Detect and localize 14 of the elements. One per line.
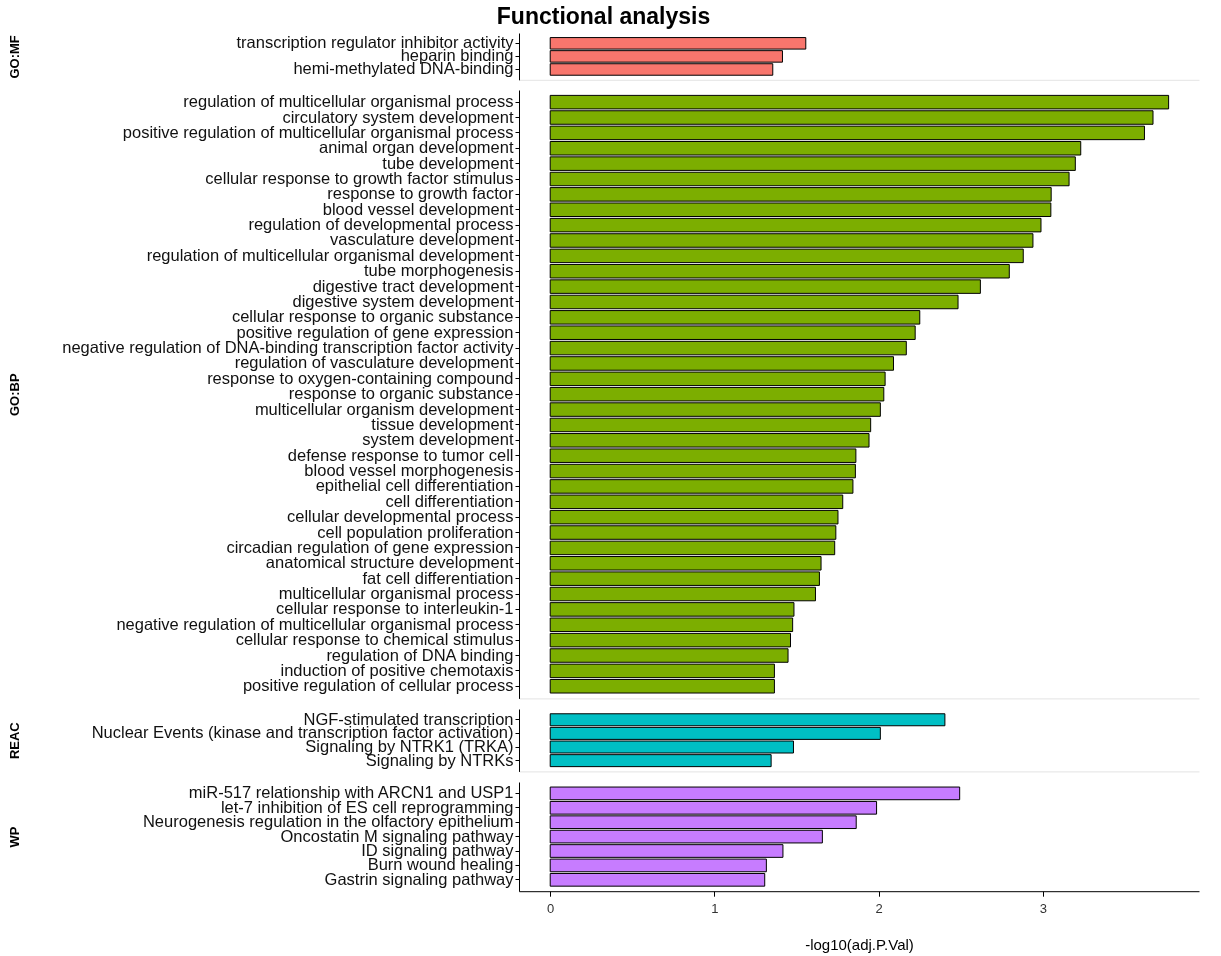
- y-axis-title: WP: [6, 826, 22, 848]
- y-axis-title: GO:MF: [6, 35, 22, 79]
- y-tick-label: regulation of multicellular organismal process: [183, 92, 514, 111]
- x-tick-label: 0: [547, 900, 555, 916]
- x-tick-label: 3: [1039, 900, 1048, 916]
- x-tick-label: 1: [711, 900, 719, 916]
- y-tick-label: cell differentiation: [385, 491, 514, 510]
- y-tick-label: multicellular organismal process: [278, 584, 514, 603]
- chart-title: Functional analysis: [496, 3, 711, 29]
- y-axis-title: GO:BP: [6, 373, 22, 417]
- x-tick-label: 2: [875, 900, 883, 916]
- y-tick-label: cellular developmental process: [286, 507, 514, 526]
- x-axis-title: -log10(adj.P.Val): [805, 935, 914, 953]
- y-axis-title: REAC: [6, 721, 22, 760]
